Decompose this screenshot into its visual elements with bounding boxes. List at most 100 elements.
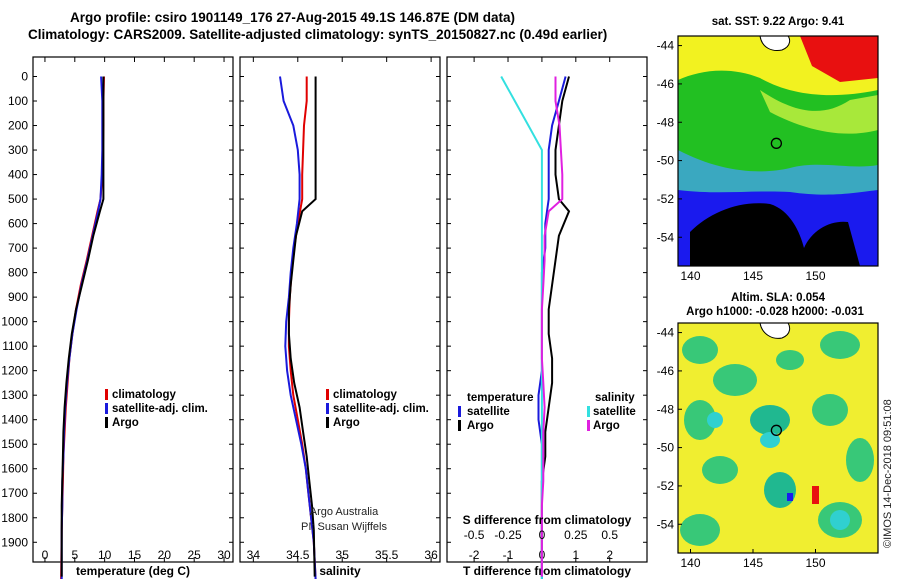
- series-line-satellite-adj-clim-: [279, 76, 317, 580]
- sla-anomaly-blob: [682, 336, 718, 364]
- map-x-tick-label: 150: [805, 556, 825, 570]
- depth-tick-label: 1100: [2, 339, 28, 353]
- depth-tick-label: 700: [8, 241, 28, 255]
- legend-entry: climatology: [112, 389, 177, 401]
- legend-swatch: [326, 403, 329, 414]
- map-y-tick-label: -46: [657, 77, 675, 91]
- sla-anomaly-blob: [680, 514, 720, 546]
- top-x-tick-label: -0.5: [464, 528, 485, 542]
- top-axis-label: S difference from climatology: [463, 513, 632, 527]
- depth-tick-label: 1600: [1, 462, 28, 476]
- x-tick-label: -1: [503, 548, 514, 562]
- map-y-tick-label: -54: [657, 517, 675, 531]
- x-tick-label: 36: [424, 548, 438, 562]
- sla-anomaly-blob: [713, 364, 757, 396]
- sla-anomaly-blob: [702, 456, 738, 484]
- figure-title-line-1: Argo profile: csiro 1901149_176 27-Aug-2…: [70, 10, 515, 25]
- sla-anomaly-blob: [846, 438, 874, 482]
- depth-tick-label: 1900: [1, 535, 28, 549]
- sla-anomaly-blob: [812, 394, 848, 426]
- map-frame: [677, 35, 879, 267]
- series-line-t-argo: [540, 76, 571, 577]
- sla-anomaly-blob: [830, 510, 850, 530]
- map-x-tick-label: 145: [743, 269, 763, 283]
- map-frame: [677, 322, 879, 554]
- map-y-tick-label: -52: [657, 192, 675, 206]
- map-x-tick-label: 150: [805, 269, 825, 283]
- legend-swatch: [458, 406, 461, 417]
- x-tick-label: 1: [572, 548, 579, 562]
- annotation-text: PI: Susan Wijffels: [301, 521, 387, 533]
- x-tick-label: 35.5: [375, 548, 399, 562]
- float-location-marker: [770, 137, 783, 149]
- plot-frame-2: [239, 56, 441, 563]
- map-y-tick-label: -46: [657, 364, 675, 378]
- x-axis-label: salinity: [319, 564, 361, 578]
- legend-swatch: [105, 389, 108, 400]
- sla-anomaly-blob: [707, 412, 723, 428]
- legend-entry: Argo: [593, 420, 620, 432]
- map-x-tick-label: 140: [680, 269, 700, 283]
- depth-tick-label: 1800: [1, 511, 28, 525]
- sst-missing-land: [690, 203, 860, 266]
- map-y-tick-label: -54: [657, 230, 675, 244]
- series-line-satellite-adj-clim-: [60, 76, 104, 579]
- plot-frame-1: [32, 56, 234, 563]
- x-tick-label: 25: [188, 548, 202, 562]
- legend-swatch: [105, 417, 108, 428]
- x-tick-label: 10: [98, 548, 112, 562]
- x-tick-label: 34: [247, 548, 261, 562]
- map-x-tick-label: 145: [743, 556, 763, 570]
- depth-tick-label: 500: [8, 192, 28, 206]
- top-x-tick-label: -0.25: [494, 528, 522, 542]
- sla-map-title: Altim. SLA: 0.054: [731, 292, 826, 304]
- legend-swatch: [326, 417, 329, 428]
- depth-tick-label: 400: [8, 168, 28, 182]
- sla-map-field: [678, 323, 878, 553]
- legend-swatch: [458, 420, 461, 431]
- series-line-climatology: [60, 76, 105, 580]
- sst-hot-patch: [800, 36, 878, 82]
- series-line-s-argo: [540, 76, 564, 577]
- legend-entry: climatology: [333, 389, 398, 401]
- series-line-argo: [60, 76, 105, 577]
- legend-title: temperature: [467, 392, 533, 404]
- map-y-tick-label: -44: [657, 326, 675, 340]
- sst-map-title: sat. SST: 9.22 Argo: 9.41: [712, 16, 845, 28]
- series-line-argo: [287, 76, 317, 577]
- sla-anomaly-blob: [760, 432, 780, 448]
- depth-tick-label: 1300: [1, 388, 28, 402]
- map-y-tick-label: -50: [657, 154, 675, 168]
- legend-entry: satellite-adj. clim.: [333, 403, 429, 415]
- depth-tick-label: 1400: [1, 413, 28, 427]
- sla-high-patch: [812, 486, 819, 504]
- x-tick-label: 0: [42, 548, 49, 562]
- x-tick-label: 34.5: [286, 548, 310, 562]
- depth-tick-label: 900: [8, 290, 28, 304]
- depth-tick-label: 200: [8, 119, 28, 133]
- x-axis-label: T difference from climatology: [463, 564, 631, 578]
- series-line-s-satellite: [500, 76, 543, 579]
- depth-tick-label: 800: [8, 266, 28, 280]
- legend-title: salinity: [595, 392, 635, 404]
- legend-swatch: [587, 406, 590, 417]
- legend-entry: satellite: [593, 406, 636, 418]
- x-tick-label: 35: [336, 548, 350, 562]
- legend-swatch: [105, 403, 108, 414]
- plot-frame-3: [446, 56, 648, 563]
- float-location-marker: [770, 424, 783, 436]
- sla-low-patch: [787, 493, 793, 501]
- map-x-tick-label: 140: [680, 556, 700, 570]
- depth-tick-label: 100: [8, 94, 28, 108]
- x-tick-label: 2: [606, 548, 613, 562]
- annotation-text: Argo Australia: [310, 506, 379, 518]
- top-x-tick-label: 0.5: [601, 528, 618, 542]
- map-y-tick-label: -48: [657, 115, 675, 129]
- sla-anomaly-blob: [750, 405, 790, 435]
- sst-map-field: [678, 36, 878, 266]
- depth-tick-label: 1200: [1, 364, 28, 378]
- x-tick-label: -2: [469, 548, 480, 562]
- top-x-tick-label: 0.25: [564, 528, 588, 542]
- depth-tick-label: 1500: [1, 437, 28, 451]
